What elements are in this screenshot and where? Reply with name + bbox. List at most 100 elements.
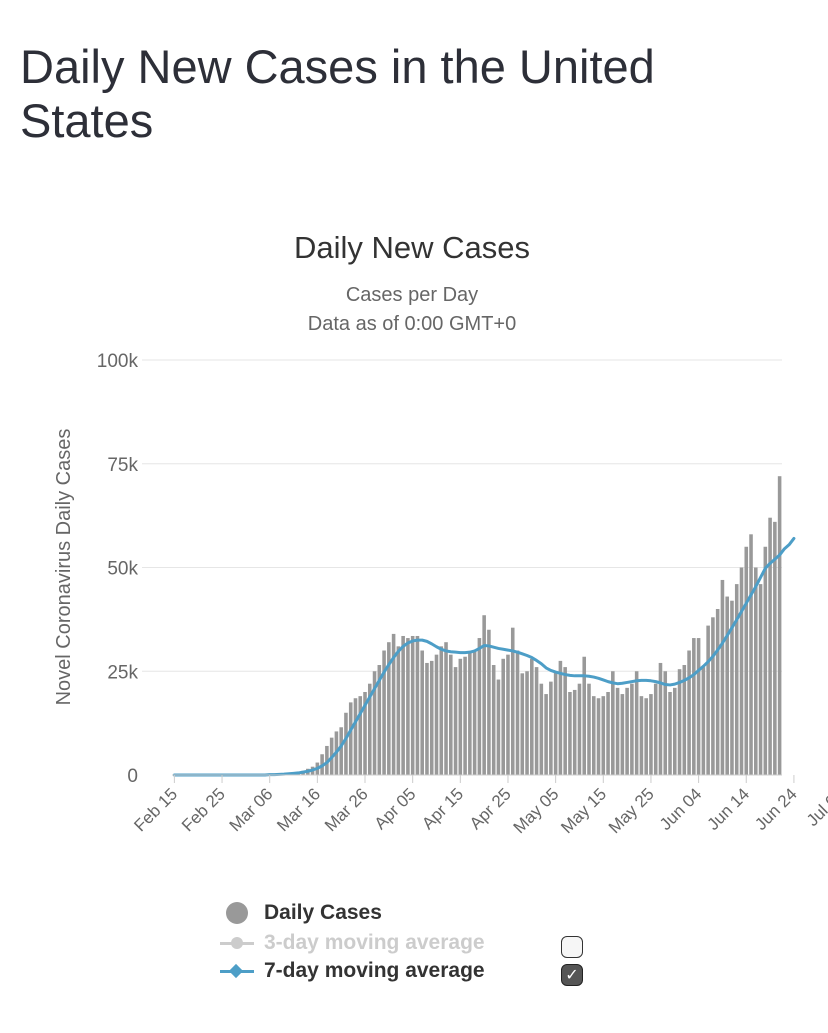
bar-daily-cases[interactable] xyxy=(353,698,358,775)
bar-daily-cases[interactable] xyxy=(668,692,672,775)
bar-daily-cases[interactable] xyxy=(615,687,620,775)
bar-daily-cases[interactable] xyxy=(639,696,644,775)
bar-daily-cases[interactable] xyxy=(577,683,582,775)
x-tick-label: Jun 24 xyxy=(751,784,801,834)
bar-daily-cases[interactable] xyxy=(410,635,415,775)
checkbox-7-day-moving-average[interactable]: ✓ xyxy=(561,964,583,986)
bar-daily-cases[interactable] xyxy=(339,727,343,775)
bar-daily-cases[interactable] xyxy=(367,683,372,775)
bar-daily-cases[interactable] xyxy=(768,517,772,775)
bar-daily-cases[interactable] xyxy=(634,671,639,775)
bar-daily-cases[interactable] xyxy=(682,665,687,775)
legend-item-3-day-moving-average[interactable]: 3-day moving average xyxy=(220,930,485,956)
bar-daily-cases[interactable] xyxy=(730,600,734,775)
bar-daily-cases[interactable] xyxy=(425,662,429,775)
bar-daily-cases[interactable] xyxy=(601,696,606,775)
bar-daily-cases[interactable] xyxy=(525,671,529,775)
bar-daily-cases[interactable] xyxy=(725,596,729,775)
bar-daily-cases[interactable] xyxy=(510,627,515,775)
bar-daily-cases[interactable] xyxy=(701,667,706,775)
bar-daily-cases[interactable] xyxy=(458,658,463,775)
bar-daily-cases[interactable] xyxy=(611,671,615,775)
bar-daily-cases[interactable] xyxy=(530,658,534,775)
bar-daily-cases[interactable] xyxy=(644,698,648,775)
bar-daily-cases[interactable] xyxy=(449,654,453,775)
daily-new-cases-chart: Daily New Cases Cases per Day Data as of… xyxy=(53,230,828,837)
bar-daily-cases[interactable] xyxy=(763,546,768,775)
legend-item-daily-cases[interactable]: Daily Cases xyxy=(220,900,382,926)
bar-daily-cases[interactable] xyxy=(377,665,382,775)
bar-daily-cases[interactable] xyxy=(534,667,539,775)
bar-daily-cases[interactable] xyxy=(692,638,696,775)
bar-daily-cases[interactable] xyxy=(468,652,472,775)
bar-daily-cases[interactable] xyxy=(391,633,396,775)
bar-daily-cases[interactable] xyxy=(572,689,577,775)
bar-daily-cases[interactable] xyxy=(711,617,715,775)
bar-daily-cases[interactable] xyxy=(558,660,563,776)
bar-daily-cases[interactable] xyxy=(563,667,567,775)
bar-daily-cases[interactable] xyxy=(649,694,653,775)
bar-daily-cases[interactable] xyxy=(487,629,491,775)
bar-daily-cases[interactable] xyxy=(587,683,591,775)
bar-daily-cases[interactable] xyxy=(744,546,749,775)
bar-daily-cases[interactable] xyxy=(415,635,420,775)
bar-daily-cases[interactable] xyxy=(773,521,777,775)
bar-daily-cases[interactable] xyxy=(630,683,634,775)
bar-daily-cases[interactable] xyxy=(463,656,467,775)
bar-daily-cases[interactable] xyxy=(658,662,663,775)
bar-daily-cases[interactable] xyxy=(758,584,763,775)
bar-daily-cases[interactable] xyxy=(453,667,458,775)
bar-daily-cases[interactable] xyxy=(672,687,677,775)
bar-daily-cases[interactable] xyxy=(720,579,725,775)
bar-daily-cases[interactable] xyxy=(434,654,439,775)
bar-daily-cases[interactable] xyxy=(482,615,486,775)
bar-daily-cases[interactable] xyxy=(625,687,629,775)
bar-daily-cases[interactable] xyxy=(553,671,558,775)
bar-daily-cases[interactable] xyxy=(749,534,753,775)
bar-daily-cases[interactable] xyxy=(696,638,701,775)
bar-daily-cases[interactable] xyxy=(653,683,658,775)
bar-daily-cases[interactable] xyxy=(401,635,405,775)
bar-daily-cases[interactable] xyxy=(591,696,596,775)
bar-daily-cases[interactable] xyxy=(706,625,710,775)
bar-daily-cases[interactable] xyxy=(715,609,720,775)
bar-daily-cases[interactable] xyxy=(396,646,401,775)
bar-daily-cases[interactable] xyxy=(734,584,739,775)
bar-daily-cases[interactable] xyxy=(754,567,758,776)
bar-daily-cases[interactable] xyxy=(582,656,587,775)
bar-daily-cases[interactable] xyxy=(506,654,510,775)
bar-daily-cases[interactable] xyxy=(429,660,434,776)
bar-daily-cases[interactable] xyxy=(620,694,625,775)
bar-daily-cases[interactable] xyxy=(382,650,386,776)
bar-daily-cases[interactable] xyxy=(596,698,601,775)
bar-daily-cases[interactable] xyxy=(520,673,525,775)
bar-daily-cases[interactable] xyxy=(363,692,367,775)
bar-daily-cases[interactable] xyxy=(515,650,520,776)
bar-daily-cases[interactable] xyxy=(501,658,505,775)
bar-daily-cases[interactable] xyxy=(491,665,496,775)
bar-daily-cases[interactable] xyxy=(344,712,348,775)
bar-daily-cases[interactable] xyxy=(472,650,477,776)
bar-daily-cases[interactable] xyxy=(420,650,424,776)
legend-item-7-day-moving-average[interactable]: 7-day moving average xyxy=(220,958,485,984)
bar-daily-cases[interactable] xyxy=(477,638,482,775)
bar-daily-cases[interactable] xyxy=(406,638,410,775)
bar-daily-cases[interactable] xyxy=(387,642,391,775)
bar-daily-cases[interactable] xyxy=(439,646,444,775)
bar-daily-cases[interactable] xyxy=(372,671,377,775)
bar-daily-cases[interactable] xyxy=(663,671,668,775)
bar-daily-cases[interactable] xyxy=(677,669,682,775)
bar-daily-cases[interactable] xyxy=(444,642,448,775)
bar-daily-cases[interactable] xyxy=(358,696,363,775)
checkbox-3-day-moving-average[interactable] xyxy=(561,936,583,958)
bar-daily-cases[interactable] xyxy=(348,702,353,776)
bar-daily-cases[interactable] xyxy=(739,567,744,776)
bar-daily-cases[interactable] xyxy=(568,692,572,775)
bar-daily-cases[interactable] xyxy=(777,476,782,775)
bar-daily-cases[interactable] xyxy=(539,683,544,775)
bar-daily-cases[interactable] xyxy=(496,679,501,775)
bar-daily-cases[interactable] xyxy=(549,681,553,776)
bar-daily-cases[interactable] xyxy=(606,692,610,775)
bar-daily-cases[interactable] xyxy=(544,694,548,775)
bar-daily-cases[interactable] xyxy=(687,650,691,776)
